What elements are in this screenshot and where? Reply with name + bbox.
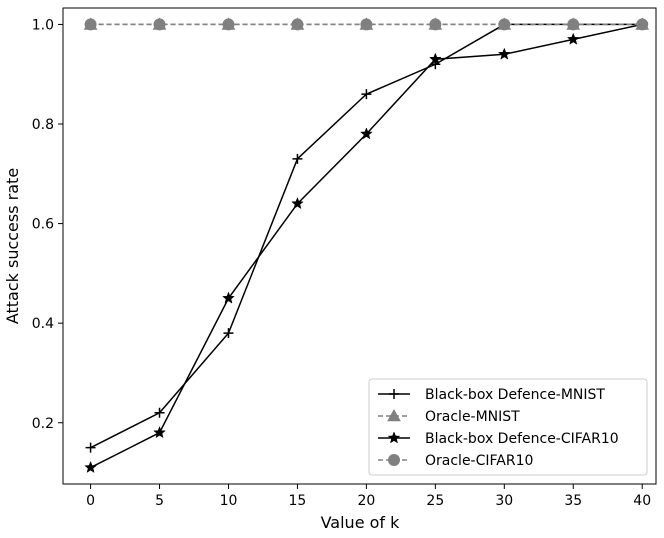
legend: Black-box Defence-MNIST Oracle-MNIST Black… — [368, 378, 648, 476]
plus-marker — [389, 389, 399, 399]
legend-label: Oracle-MNIST — [425, 409, 520, 425]
series-markers — [83, 17, 650, 473]
y-tick-label: 0.8 — [32, 117, 54, 133]
legend-label: Oracle-CIFAR10 — [425, 453, 533, 469]
x-tick-label: 20 — [357, 493, 375, 509]
legend-label: Black-box Defence-CIFAR10 — [425, 431, 619, 447]
legend-box — [368, 378, 648, 476]
star-marker — [360, 127, 373, 140]
circle-marker — [360, 18, 373, 31]
y-tick-label: 0.2 — [32, 416, 54, 432]
circle-marker — [291, 18, 304, 31]
star-marker — [497, 47, 511, 60]
plus-marker — [292, 153, 303, 164]
plus-marker — [223, 328, 234, 339]
star-marker — [566, 32, 580, 45]
circle-marker — [636, 18, 649, 31]
star-marker — [84, 460, 97, 473]
x-tick-label: 30 — [495, 493, 513, 509]
y-tick-label: 1.0 — [32, 17, 54, 33]
plus-marker — [361, 89, 372, 100]
plus-marker — [154, 407, 165, 418]
triangle-marker — [387, 408, 401, 422]
circle-marker — [84, 18, 97, 31]
y-tick-label: 0.6 — [32, 217, 54, 233]
legend-label: Black-box Defence-MNIST — [425, 387, 605, 403]
star-marker — [428, 52, 442, 65]
circle-marker — [567, 18, 580, 31]
axis-ticks: 0 5 10 15 20 25 30 35 40 0.2 0.4 0.6 0.8 1.0 — [32, 17, 651, 509]
x-axis-label: Value of k — [321, 513, 401, 532]
star-marker — [291, 196, 304, 210]
star-marker — [387, 431, 401, 444]
x-tick-label: 15 — [289, 493, 307, 509]
circle-marker — [222, 18, 235, 31]
circle-marker — [388, 454, 400, 466]
star-marker — [153, 426, 166, 439]
circle-marker — [429, 18, 442, 31]
plus-marker — [85, 442, 96, 453]
x-tick-label: 10 — [220, 493, 238, 509]
x-tick-label: 5 — [155, 493, 164, 509]
x-tick-label: 40 — [633, 493, 651, 509]
x-tick-label: 25 — [426, 493, 444, 509]
y-tick-label: 0.4 — [32, 316, 54, 332]
circle-marker — [153, 18, 166, 31]
circle-marker — [498, 18, 511, 31]
y-axis-label: Attack success rate — [3, 168, 22, 324]
star-marker — [222, 291, 235, 304]
x-tick-label: 0 — [86, 493, 95, 509]
x-tick-label: 35 — [564, 493, 582, 509]
